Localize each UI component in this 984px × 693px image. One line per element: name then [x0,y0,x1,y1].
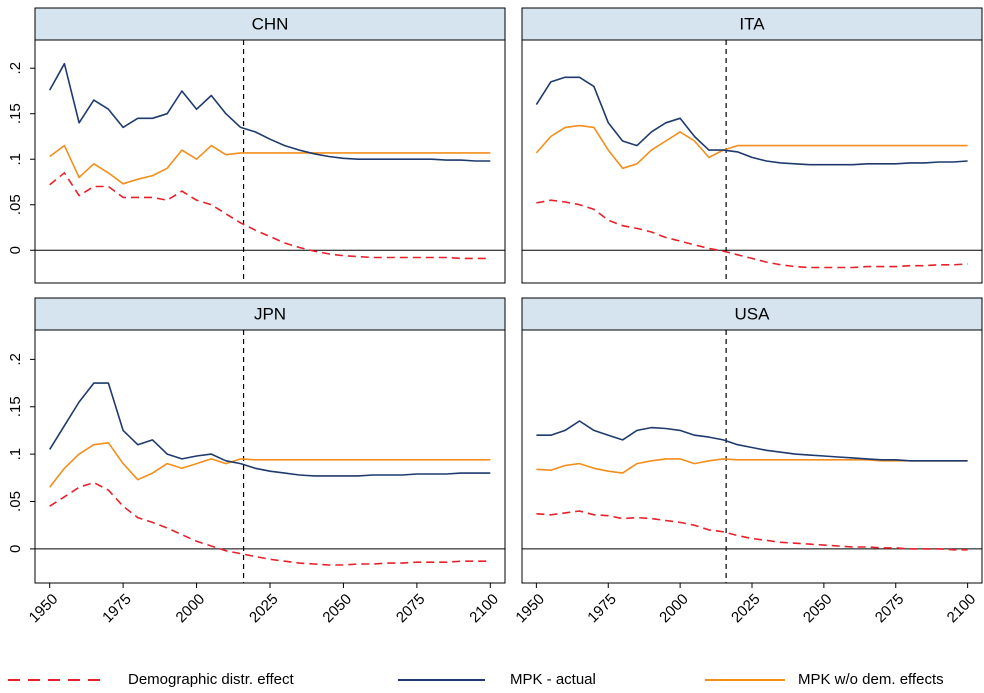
panel-header [34,297,506,331]
panel-header [521,297,983,331]
plot-area [34,39,506,284]
plot-area [521,329,983,584]
plot-area [521,39,983,284]
series-line [49,144,491,185]
x-tick-label: 2050 [319,591,355,627]
x-tick-label: 1950 [26,591,62,627]
x-tick-label: 2100 [466,591,502,627]
y-tick-label: 0 [7,545,24,553]
series-line [49,172,491,260]
series-line [49,62,491,162]
series-line [49,382,491,477]
legend-label: MPK - actual [510,671,596,688]
x-tick-label: 2075 [393,591,429,627]
series-line [536,199,968,269]
y-tick-label: .2 [7,353,24,366]
panel-header [521,7,983,41]
y-tick-label: .1 [7,448,24,461]
series-line [536,510,968,551]
y-tick-label: .2 [7,62,24,75]
x-tick-label: 2075 [872,591,908,627]
y-tick-label: 0 [7,246,24,254]
panel-title: ITA [739,14,765,33]
panel-title: JPN [254,304,286,323]
x-tick-label: 1950 [512,591,548,627]
x-tick-label: 2025 [728,591,764,627]
panel-header [34,7,506,41]
y-tick-label: .1 [7,153,24,166]
x-tick-label: 2025 [246,591,282,627]
y-tick-label: .05 [7,491,24,512]
panel-title: CHN [252,14,289,33]
y-tick-label: .05 [7,194,24,215]
series-line [535,76,968,166]
series-line [536,458,968,474]
x-tick-label: 2000 [173,591,209,627]
x-tick-label: 2100 [944,591,980,627]
x-tick-label: 1975 [584,591,620,627]
series-line [535,124,968,170]
series-line [536,420,968,462]
legend-label: Demographic distr. effect [128,671,294,688]
legend-label: MPK w/o dem. effects [798,671,944,688]
x-tick-label: 2050 [800,591,836,627]
x-tick-label: 1975 [99,591,135,627]
plot-area [34,329,506,584]
x-tick-label: 2000 [656,591,692,627]
y-tick-label: .15 [7,396,24,417]
y-tick-label: .15 [7,103,24,124]
series-line [49,442,491,488]
series-line [49,481,491,566]
panel-title: USA [735,304,771,323]
